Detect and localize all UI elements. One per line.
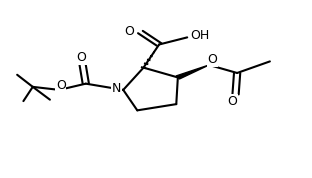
- Polygon shape: [176, 65, 209, 79]
- Text: OH: OH: [190, 29, 209, 42]
- Text: O: O: [56, 79, 66, 92]
- Text: O: O: [76, 51, 86, 64]
- Text: O: O: [124, 25, 134, 38]
- Text: N: N: [112, 82, 121, 95]
- Text: O: O: [227, 95, 237, 108]
- Text: O: O: [207, 53, 217, 66]
